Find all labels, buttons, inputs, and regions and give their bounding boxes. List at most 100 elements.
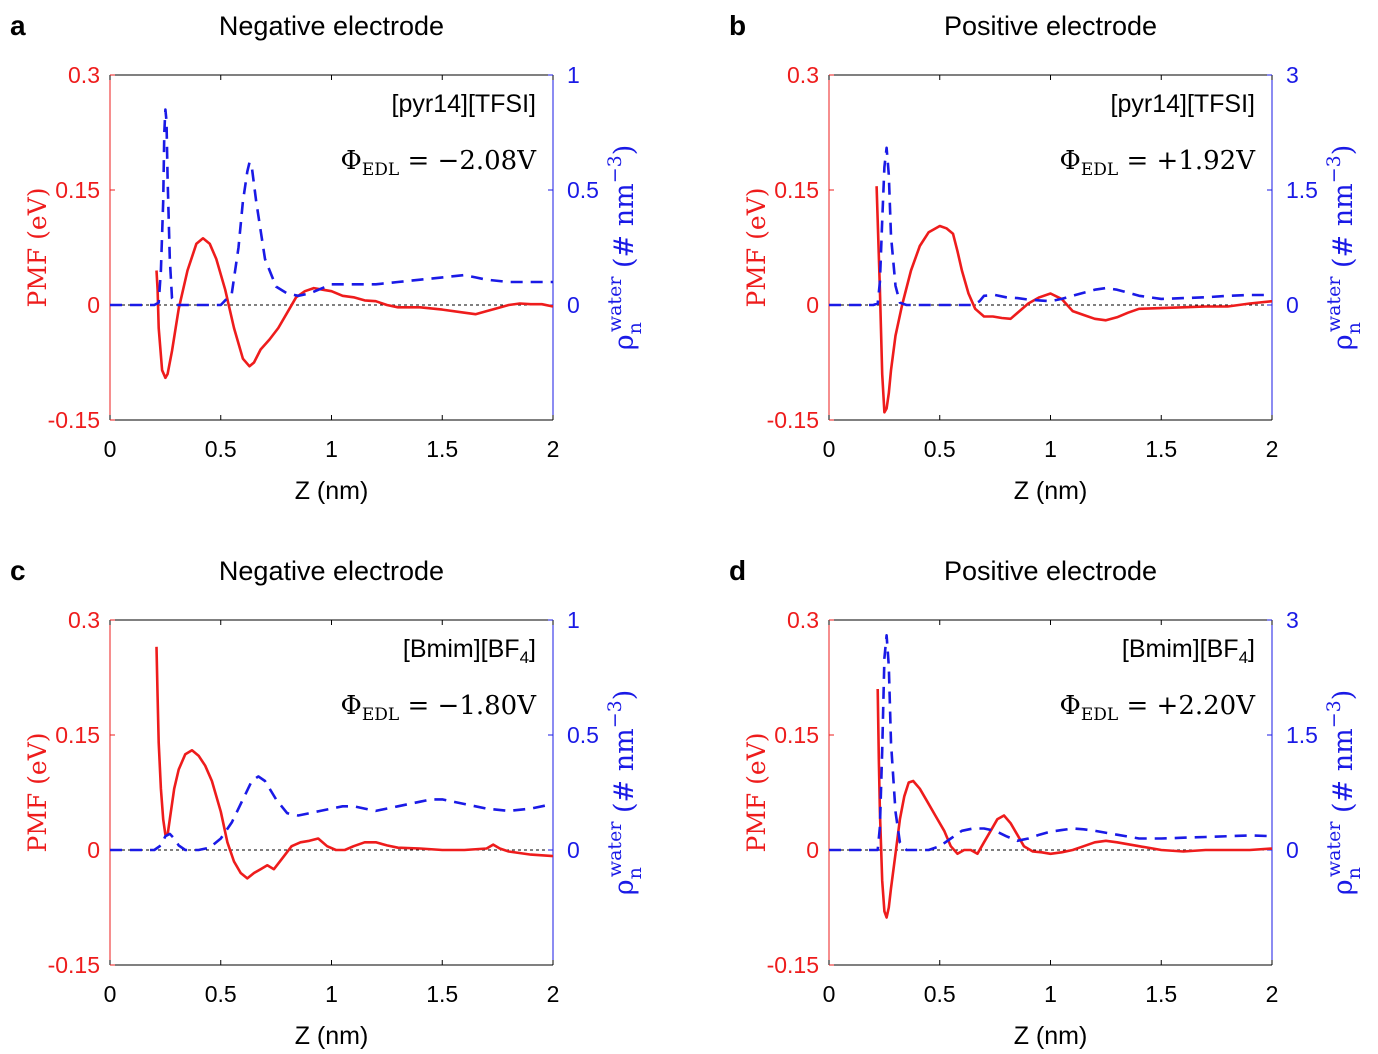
x-axis-label: Z (nm) <box>1014 477 1088 505</box>
y-left-axis-label: PMF (eV) <box>23 732 52 852</box>
density-units-exponent: −3 <box>1323 155 1345 183</box>
x-tick-label: 0 <box>823 436 836 462</box>
potential-label: ΦEDL = +1.92V <box>1060 146 1257 180</box>
potential-label: ΦEDL = −2.08V <box>341 146 538 180</box>
panel-letter: a <box>10 10 26 41</box>
y-left-tick-label: 0.3 <box>787 607 819 633</box>
panel-letter: b <box>729 10 746 41</box>
x-axis-label: Z (nm) <box>295 1022 369 1050</box>
panel-letter: c <box>10 555 26 586</box>
y-right-axis-label: ρnwater (# nm−3) <box>1323 690 1365 896</box>
water-density-series-line <box>110 108 553 307</box>
x-tick-label: 1.5 <box>1145 981 1177 1007</box>
density-units: (# nm <box>1328 183 1359 276</box>
potential-value: = −2.08V <box>399 146 537 176</box>
rho-superscript: water <box>1323 276 1345 332</box>
potential-value: = +2.20V <box>1118 691 1256 721</box>
y-right-tick-label: 1 <box>567 62 580 88</box>
panel-title: Negative electrode <box>219 11 444 41</box>
ionic-liquid-label: [pyr14][TFSI] <box>1111 90 1255 118</box>
y-left-tick-label: 0.15 <box>774 177 819 203</box>
y-left-tick-label: 0.15 <box>774 722 819 748</box>
x-tick-label: 1 <box>1044 981 1057 1007</box>
y-right-tick-label: 1.5 <box>1286 722 1318 748</box>
ionic-liquid-close: ] <box>1248 635 1255 663</box>
y-left-tick-label: 0 <box>87 292 100 318</box>
phi-subscript: EDL <box>1081 705 1118 725</box>
y-right-tick-label: 0 <box>567 837 580 863</box>
x-tick-label: 2 <box>1266 436 1279 462</box>
y-left-axis-label: PMF (eV) <box>742 187 771 307</box>
x-tick-label: 2 <box>547 436 560 462</box>
potential-label: ΦEDL = +2.20V <box>1060 691 1257 725</box>
phi-subscript: EDL <box>1081 160 1118 180</box>
y-right-axis-label: ρnwater (# nm−3) <box>1323 145 1365 351</box>
x-tick-label: 0.5 <box>205 436 237 462</box>
y-left-tick-label: 0 <box>806 837 819 863</box>
density-units-close: ) <box>1328 690 1359 701</box>
pmf-series-line <box>155 646 554 880</box>
y-right-tick-label: 0 <box>1286 837 1299 863</box>
x-tick-label: 0.5 <box>205 981 237 1007</box>
y-right-tick-label: 1.5 <box>1286 177 1318 203</box>
x-tick-label: 2 <box>1266 981 1279 1007</box>
x-tick-label: 2 <box>547 981 560 1007</box>
rho-symbol: ρ <box>609 334 640 350</box>
rho-subscript: n <box>624 322 646 334</box>
ionic-liquid-close: ] <box>529 635 536 663</box>
density-units-close: ) <box>609 145 640 156</box>
water-density-series-line <box>829 634 1273 852</box>
y-left-tick-label: 0.3 <box>68 62 100 88</box>
density-units-close: ) <box>1328 145 1359 156</box>
ionic-liquid-subscript: 4 <box>1239 648 1248 667</box>
ionic-liquid-label: [Bmim][BF4] <box>1122 635 1255 667</box>
y-right-axis-label: ρnwater (# nm−3) <box>604 145 646 351</box>
y-right-axis-label: ρnwater (# nm−3) <box>604 690 646 896</box>
x-tick-label: 0.5 <box>924 981 956 1007</box>
pmf-series-line <box>876 688 1273 919</box>
y-left-tick-label: -0.15 <box>48 952 100 978</box>
rho-subscript: n <box>1343 322 1365 334</box>
x-tick-label: 0 <box>104 436 117 462</box>
y-right-tick-label: 3 <box>1286 607 1299 633</box>
ionic-liquid-name: [pyr14][TFSI] <box>392 90 536 118</box>
rho-symbol: ρ <box>1328 334 1359 350</box>
x-tick-label: 0.5 <box>924 436 956 462</box>
potential-label: ΦEDL = −1.80V <box>341 691 538 725</box>
x-axis-label: Z (nm) <box>295 477 369 505</box>
pmf-series-line <box>155 237 554 380</box>
phi-symbol: Φ <box>1060 146 1081 176</box>
x-tick-label: 1 <box>325 436 338 462</box>
y-right-tick-label: 1 <box>567 607 580 633</box>
ionic-liquid-name: [pyr14][TFSI] <box>1111 90 1255 118</box>
y-left-tick-label: 0.15 <box>55 722 100 748</box>
potential-value: = −1.80V <box>399 691 537 721</box>
y-left-tick-label: 0 <box>87 837 100 863</box>
ionic-liquid-label: [Bmim][BF4] <box>403 635 536 667</box>
y-left-tick-label: -0.15 <box>767 952 819 978</box>
density-units-close: ) <box>609 690 640 701</box>
x-tick-label: 0 <box>104 981 117 1007</box>
panel-letter: d <box>729 555 746 586</box>
rho-symbol: ρ <box>1328 879 1359 895</box>
x-axis-label: Z (nm) <box>1014 1022 1088 1050</box>
phi-symbol: Φ <box>341 146 362 176</box>
x-tick-label: 1.5 <box>426 436 458 462</box>
pmf-series-line <box>875 186 1273 414</box>
rho-superscript: water <box>1323 821 1345 877</box>
rho-subscript: n <box>624 867 646 879</box>
y-left-tick-label: 0.3 <box>68 607 100 633</box>
water-density-series-line <box>110 775 554 852</box>
x-tick-label: 1 <box>1044 436 1057 462</box>
phi-symbol: Φ <box>1060 691 1081 721</box>
x-tick-label: 1.5 <box>1145 436 1177 462</box>
y-right-tick-label: 0.5 <box>567 177 599 203</box>
y-left-tick-label: 0.3 <box>787 62 819 88</box>
ionic-liquid-name: [Bmim][BF <box>1122 635 1239 663</box>
density-units-exponent: −3 <box>1323 700 1345 728</box>
rho-symbol: ρ <box>609 879 640 895</box>
